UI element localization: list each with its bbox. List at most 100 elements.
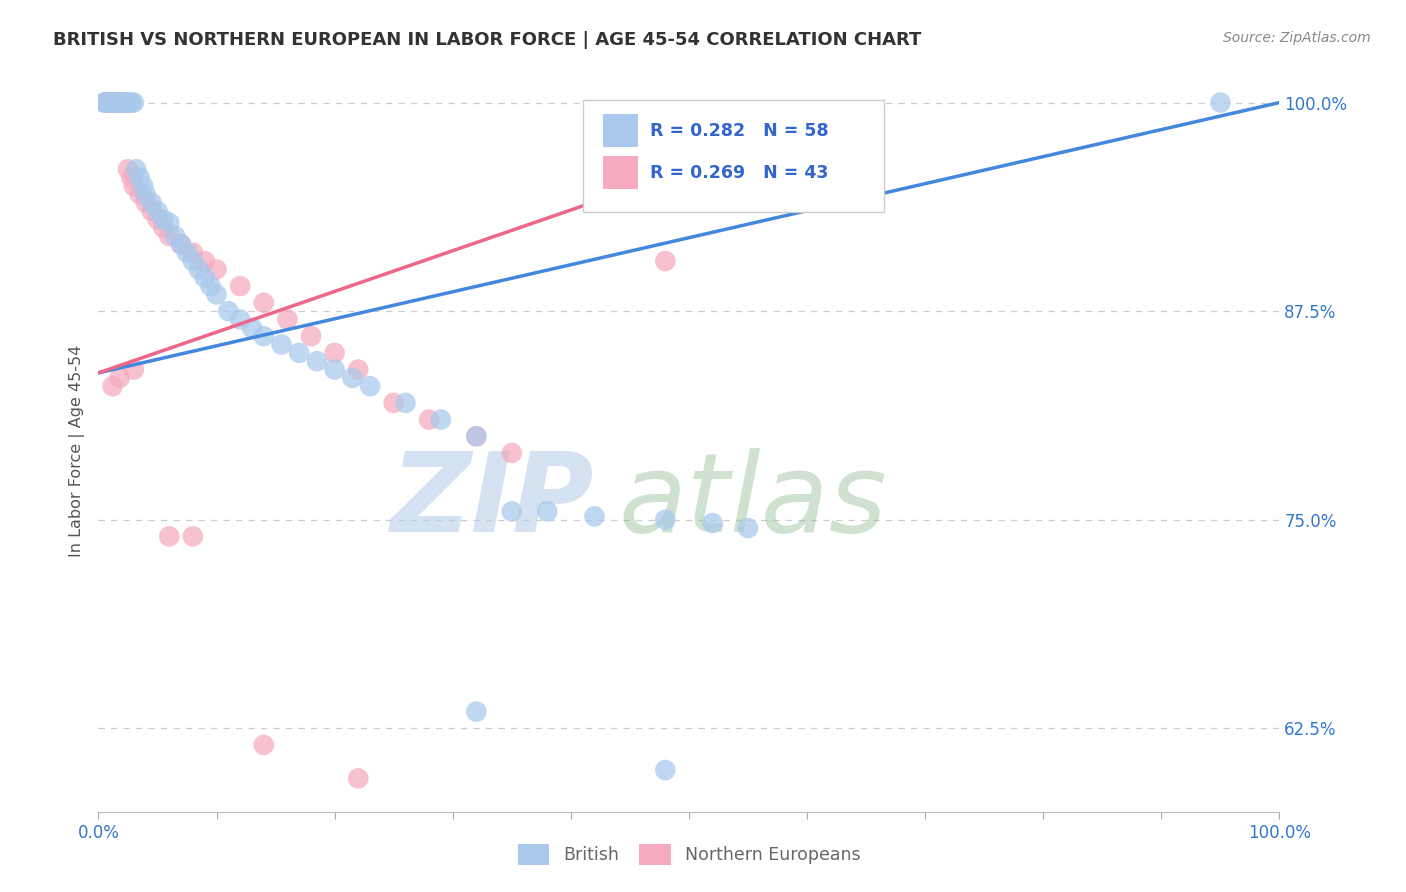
Northern Europeans — [108, 95, 131, 110]
Northern Europeans — [276, 312, 298, 326]
Text: R = 0.282   N = 58: R = 0.282 N = 58 — [650, 122, 828, 140]
Northern Europeans — [465, 429, 488, 443]
British — [194, 270, 217, 285]
British — [323, 362, 346, 376]
Text: BRITISH VS NORTHERN EUROPEAN IN LABOR FORCE | AGE 45-54 CORRELATION CHART: BRITISH VS NORTHERN EUROPEAN IN LABOR FO… — [53, 31, 922, 49]
Northern Europeans — [347, 772, 370, 786]
British — [98, 95, 121, 110]
Northern Europeans — [121, 170, 143, 185]
British — [146, 204, 169, 219]
Northern Europeans — [181, 529, 204, 543]
British — [229, 312, 252, 326]
British — [253, 329, 276, 343]
British — [108, 95, 131, 110]
Northern Europeans — [170, 237, 193, 252]
British — [100, 95, 122, 110]
British — [118, 95, 141, 110]
Northern Europeans — [157, 229, 180, 244]
Northern Europeans — [152, 220, 174, 235]
British — [583, 509, 606, 524]
Northern Europeans — [141, 204, 163, 219]
British — [105, 95, 128, 110]
British — [122, 95, 145, 110]
British — [103, 95, 125, 110]
Northern Europeans — [135, 195, 157, 210]
FancyBboxPatch shape — [603, 114, 638, 147]
British — [305, 354, 328, 368]
Northern Europeans — [98, 95, 121, 110]
British — [217, 304, 239, 318]
Northern Europeans — [98, 95, 121, 110]
Northern Europeans — [101, 379, 124, 393]
Northern Europeans — [146, 212, 169, 227]
British — [107, 95, 129, 110]
British — [121, 95, 143, 110]
British — [465, 429, 488, 443]
Northern Europeans — [299, 329, 322, 343]
Northern Europeans — [94, 95, 117, 110]
British — [465, 705, 488, 719]
Northern Europeans — [205, 262, 228, 277]
Y-axis label: In Labor Force | Age 45-54: In Labor Force | Age 45-54 — [69, 344, 84, 557]
Northern Europeans — [96, 95, 118, 110]
British — [110, 95, 132, 110]
Legend: British, Northern Europeans: British, Northern Europeans — [510, 837, 868, 871]
Northern Europeans — [117, 162, 139, 177]
British — [702, 516, 724, 530]
British — [96, 95, 118, 110]
Northern Europeans — [108, 371, 131, 385]
British — [240, 321, 263, 335]
Northern Europeans — [229, 279, 252, 293]
British — [97, 95, 120, 110]
British — [93, 95, 115, 110]
British — [105, 95, 128, 110]
British — [187, 262, 209, 277]
British — [165, 229, 187, 244]
British — [342, 371, 364, 385]
British — [115, 95, 138, 110]
Northern Europeans — [323, 346, 346, 360]
British — [394, 396, 416, 410]
British — [170, 237, 193, 252]
British — [288, 346, 311, 360]
Northern Europeans — [122, 362, 145, 376]
Northern Europeans — [105, 95, 128, 110]
Text: R = 0.269   N = 43: R = 0.269 N = 43 — [650, 164, 828, 182]
Northern Europeans — [418, 412, 440, 426]
Northern Europeans — [97, 95, 120, 110]
British — [101, 95, 124, 110]
British — [112, 95, 135, 110]
British — [128, 170, 150, 185]
British — [1209, 95, 1232, 110]
British — [98, 95, 121, 110]
British — [654, 513, 676, 527]
British — [152, 212, 174, 227]
British — [176, 245, 198, 260]
British — [654, 763, 676, 777]
Text: Source: ZipAtlas.com: Source: ZipAtlas.com — [1223, 31, 1371, 45]
Northern Europeans — [654, 254, 676, 268]
Northern Europeans — [111, 95, 134, 110]
FancyBboxPatch shape — [582, 100, 884, 212]
British — [270, 337, 292, 351]
British — [430, 412, 453, 426]
Northern Europeans — [253, 295, 276, 310]
Northern Europeans — [128, 187, 150, 202]
British — [125, 162, 148, 177]
Northern Europeans — [104, 95, 127, 110]
British — [132, 178, 155, 193]
Text: ZIP: ZIP — [391, 448, 595, 555]
British — [111, 95, 134, 110]
Northern Europeans — [181, 245, 204, 260]
Northern Europeans — [101, 95, 124, 110]
British — [359, 379, 381, 393]
Northern Europeans — [93, 95, 115, 110]
British — [135, 187, 157, 202]
British — [157, 216, 180, 230]
Text: atlas: atlas — [619, 448, 887, 555]
British — [181, 254, 204, 268]
Northern Europeans — [122, 178, 145, 193]
Northern Europeans — [194, 254, 217, 268]
British — [141, 195, 163, 210]
British — [104, 95, 127, 110]
